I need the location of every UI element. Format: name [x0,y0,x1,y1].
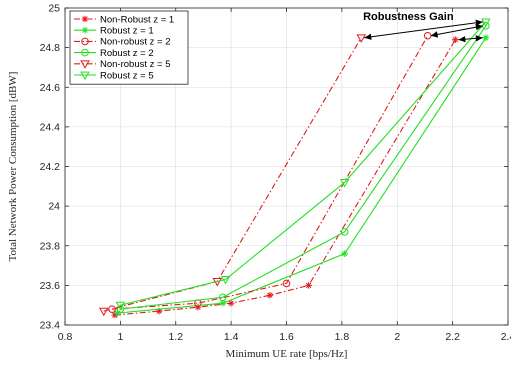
data-point-asterisk [305,282,312,289]
x-tick-label: 1.2 [168,331,183,343]
legend-box [69,10,189,85]
series-line [120,25,487,310]
data-point-asterisk [452,36,459,43]
y-tick-label: 23.8 [40,240,61,252]
y-axis-label: Total Network Power Consumption [dBW] [7,72,19,262]
axis-ticks: 0.8 1 1.2 1.4 1.6 1.8 2 2.2 2.4 23.4 23.6 23.8 24 24.… [40,3,511,344]
data-point-asterisk [266,291,274,299]
data-point-asterisk [81,15,89,23]
data-point-asterisk [227,299,235,307]
series-line [117,37,487,314]
legend-label: Non-robust z = 5 [100,59,171,70]
y-tick-label: 23.4 [40,320,61,332]
annotations: Robustness Gain [363,11,483,43]
x-tick-label: 0.8 [58,331,73,343]
legend-label: Robust z = 2 [100,48,154,59]
data-point-circle [219,293,227,302]
annotation-robustness-gain: Robustness Gain [363,11,454,23]
data-point-triangle [356,34,367,43]
y-tick-label: 24.6 [40,82,61,94]
data-point-triangle [80,60,90,69]
legend-entry: Robust z = 2 [74,48,154,59]
legend-label: Non-Robust z = 1 [100,14,174,25]
y-tick-label: 24.4 [40,121,61,133]
data-point-triangle [80,71,90,81]
data-point-triangle [99,307,109,317]
data-point-asterisk [482,34,490,42]
data-point-circle [108,305,116,313]
legend-entry: Non-robust z = 2 [74,37,171,48]
x-tick-label: 2.2 [445,331,460,343]
data-point-circle [116,305,125,313]
annotation-arrow [430,23,483,38]
legend-entry: Robust z = 1 [74,26,154,37]
x-tick-label: 1.8 [335,331,350,343]
annotation-arrow [458,35,483,43]
series-line [112,35,429,310]
grid [64,7,509,326]
data-point-triangle [339,178,350,188]
data-point-circle [340,228,349,236]
data-point-triangle [481,18,491,27]
x-axis-label: Minimum UE rate [bps/Hz] [226,348,348,360]
y-tick-label: 24.8 [40,42,61,54]
x-tick-label: 1 [117,331,123,343]
x-tick-label: 2.4 [501,331,511,343]
data-point-circle [81,37,89,46]
x-tick-label: 2 [394,331,400,343]
series-robust-z-5 [115,18,491,311]
y-tick-label: 25 [48,3,60,15]
legend-label: Robust z = 5 [100,70,154,81]
y-tick-label: 24.2 [40,161,61,173]
data-point-asterisk [114,309,121,317]
series-line [120,21,487,306]
legend-entry: Robust z = 5 [74,70,154,81]
series [99,18,491,319]
y-tick-label: 23.6 [40,280,61,292]
legend-entry: Non-Robust z = 1 [74,14,174,25]
y-tick-label: 24 [48,201,60,213]
x-tick-label: 1.4 [224,331,239,343]
data-point-circle [81,48,89,57]
x-tick-label: 1.6 [279,331,294,343]
data-point-triangle [220,276,231,285]
legend-label: Non-robust z = 2 [100,37,171,48]
data-point-asterisk [341,250,348,257]
data-point-triangle [115,301,126,311]
data-point-circle [282,279,291,288]
data-point-asterisk [81,26,89,34]
legend-label: Robust z = 1 [100,26,154,37]
legend-entry: Non-robust z = 5 [74,59,171,70]
